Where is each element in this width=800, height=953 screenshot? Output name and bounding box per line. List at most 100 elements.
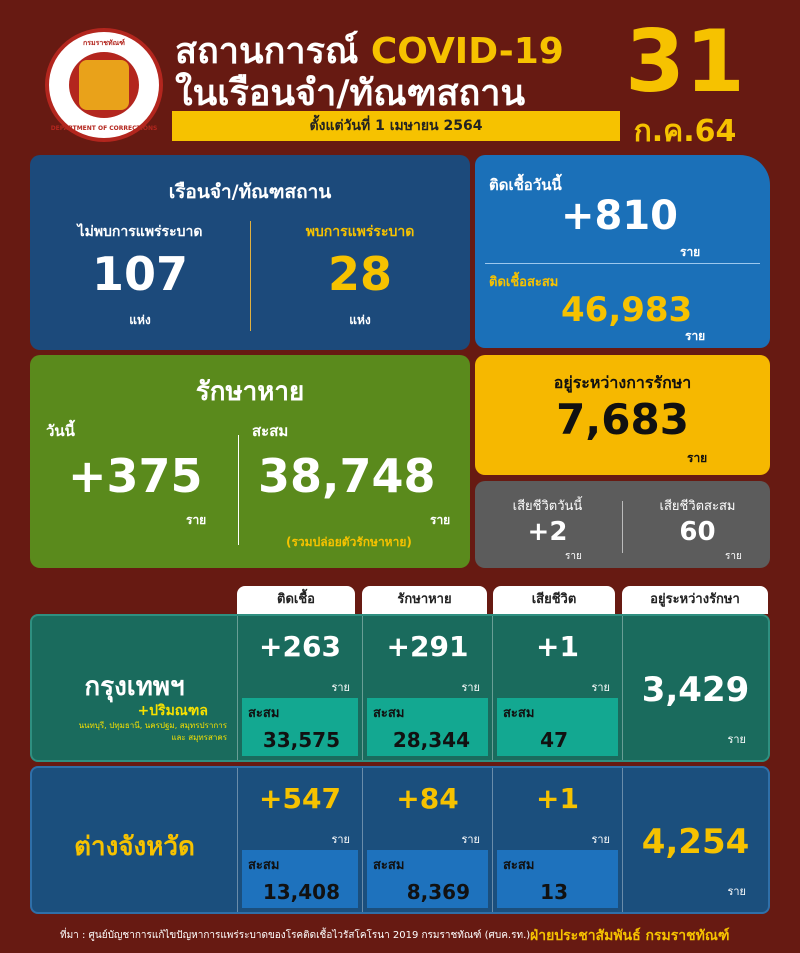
cell-infected: +263 ราย สะสม 33,575 <box>237 616 362 760</box>
unit: ราย <box>591 681 610 694</box>
recovered-cumulative-label: สะสม <box>252 422 289 440</box>
cell-deaths: +1 ราย สะสม 13 <box>492 768 622 912</box>
recovered-cumulative-unit: ราย <box>430 513 451 527</box>
infected-cumulative-label: ติดเชื้อสะสม <box>489 275 559 290</box>
unit: ราย <box>461 681 480 694</box>
cum-label: สะสม <box>373 706 405 721</box>
cum-value: 47 <box>540 728 568 752</box>
deaths-cumulative: สะสม 47 <box>497 698 618 756</box>
cell-in-treatment: 3,429 ราย <box>622 616 768 760</box>
recovered-value: +84 <box>396 782 459 815</box>
cum-label: สะสม <box>503 706 535 721</box>
recovered-cumulative: สะสม 28,344 <box>367 698 488 756</box>
in-treatment-value: 3,429 <box>641 670 750 710</box>
title-covid: COVID-19 <box>370 31 564 72</box>
infected-value: +263 <box>259 630 341 663</box>
header-recovered: รักษาหาย <box>362 586 487 614</box>
infected-cumulative-value: 46,983 <box>561 290 693 330</box>
header-infected: ติดเชื้อ <box>237 586 355 614</box>
cell-in-treatment: 4,254 ราย <box>622 768 768 912</box>
date-day: 31 <box>625 12 745 112</box>
table-row-provinces: ต่างจังหวัด +547 ราย สะสม 13,408 +84 ราย … <box>30 766 770 914</box>
outbreak-unit: แห่ง <box>349 313 371 327</box>
recovered-today-value: +375 <box>68 449 203 503</box>
footer-credit: ฝ่ายประชาสัมพันธ์ กรมราชทัณฑ์ <box>530 928 730 944</box>
infected-today-label: ติดเชื้อวันนี้ <box>489 176 562 194</box>
unit: ราย <box>331 833 350 846</box>
recovered-cumulative-value: 38,748 <box>258 449 436 503</box>
recovered-panel: รักษาหาย วันนี้ +375 ราย สะสม 38,748 ราย… <box>30 355 470 568</box>
deaths-cumulative-label: เสียชีวิตสะสม <box>659 499 736 514</box>
infected-today-unit: ราย <box>680 245 701 259</box>
logo-text-bottom: DEPARTMENT OF CORRECTIONS <box>50 125 158 132</box>
infected-cumulative-unit: ราย <box>685 329 706 343</box>
infected-value: +547 <box>259 782 341 815</box>
cum-value: 13 <box>540 880 568 904</box>
divider <box>238 435 239 545</box>
footer-source: ที่มา : ศูนย์บัญชาการแก้ไขปัญหาการแพร่ระ… <box>60 930 531 941</box>
unit: ราย <box>727 885 746 898</box>
recovered-title: รักษาหาย <box>195 377 305 407</box>
infected-panel: ติดเชื้อวันนี้ +810 ราย ติดเชื้อสะสม 46,… <box>475 155 770 348</box>
recovered-today-unit: ราย <box>186 513 207 527</box>
recovered-cumulative: สะสม 8,369 <box>367 850 488 908</box>
header-deaths: เสียชีวิต <box>493 586 615 614</box>
no-outbreak-unit: แห่ง <box>129 313 151 327</box>
recovered-note: (รวมปล่อยตัวรักษาหาย) <box>286 535 412 549</box>
deaths-panel: เสียชีวิตวันนี้ +2 ราย เสียชีวิตสะสม 60 … <box>475 481 770 568</box>
prisons-panel: เรือนจำ/ทัณฑสถาน ไม่พบการแพร่ระบาด 107 แ… <box>30 155 470 350</box>
prisons-title: เรือนจำ/ทัณฑสถาน <box>168 181 332 203</box>
title-line-1: สถานการณ์ COVID-19 <box>175 22 564 79</box>
no-outbreak-value: 107 <box>91 247 189 301</box>
deaths-cumulative-value: 60 <box>679 517 716 547</box>
cum-label: สะสม <box>248 858 280 873</box>
cum-value: 8,369 <box>406 880 470 904</box>
in-treatment-value: 4,254 <box>641 822 750 862</box>
deaths-value: +1 <box>536 782 579 815</box>
row-name: ต่างจังหวัด <box>74 832 195 862</box>
infected-cumulative: สะสม 13,408 <box>242 850 358 908</box>
cum-value: 28,344 <box>392 728 470 752</box>
cum-value: 33,575 <box>262 728 340 752</box>
cum-label: สะสม <box>503 858 535 873</box>
recovered-today-label: วันนี้ <box>46 422 75 440</box>
subtitle-banner: ตั้งแต่วันที่ 1 เมษายน 2564 <box>172 111 620 141</box>
header-in-treatment: อยู่ระหว่างรักษา <box>622 586 768 614</box>
divider <box>485 263 760 264</box>
logo-text-top: กรมราชทัณฑ์ <box>83 39 125 47</box>
cum-label: สะสม <box>373 858 405 873</box>
date-month: ก.ค.64 <box>633 114 737 149</box>
deaths-cumulative-unit: ราย <box>725 551 742 562</box>
table-row-bangkok: กรุงเทพฯ +ปริมณฑล นนทบุรี, ปทุมธานี, นคร… <box>30 614 770 762</box>
title-text: สถานการณ์ <box>175 31 359 72</box>
unit: ราย <box>331 681 350 694</box>
infected-today-value: +810 <box>561 193 679 239</box>
unit: ราย <box>591 833 610 846</box>
treatment-unit: ราย <box>687 451 708 465</box>
no-outbreak-label: ไม่พบการแพร่ระบาด <box>77 224 203 240</box>
infected-cumulative: สะสม 33,575 <box>242 698 358 756</box>
department-logo: กรมราชทัณฑ์ DEPARTMENT OF CORRECTIONS <box>45 28 163 142</box>
treatment-value: 7,683 <box>556 395 689 444</box>
treatment-label: อยู่ระหว่างการรักษา <box>553 373 692 392</box>
deaths-today-value: +2 <box>527 517 568 547</box>
title-line-2: ในเรือนจำ/ทัณฑสถาน <box>175 73 526 114</box>
recovered-value: +291 <box>386 630 469 663</box>
row-name-sub: +ปริมณฑล <box>137 703 208 719</box>
cum-value: 13,408 <box>262 880 340 904</box>
deaths-value: +1 <box>536 630 579 663</box>
deaths-today-unit: ราย <box>565 551 582 562</box>
row-name: กรุงเทพฯ <box>84 672 185 702</box>
deaths-cumulative: สะสม 13 <box>497 850 618 908</box>
cum-label: สะสม <box>248 706 280 721</box>
unit: ราย <box>727 733 746 746</box>
unit: ราย <box>461 833 480 846</box>
outbreak-label: พบการแพร่ระบาด <box>305 224 415 240</box>
cell-recovered: +291 ราย สะสม 28,344 <box>362 616 492 760</box>
logo-emblem <box>69 52 139 118</box>
divider <box>250 221 251 331</box>
row-name-note: นนทบุรี, ปทุมธานี, นครปฐม, สมุทรปราการ แ… <box>78 721 227 742</box>
cell-recovered: +84 ราย สะสม 8,369 <box>362 768 492 912</box>
divider <box>622 501 623 553</box>
outbreak-value: 28 <box>327 247 392 301</box>
